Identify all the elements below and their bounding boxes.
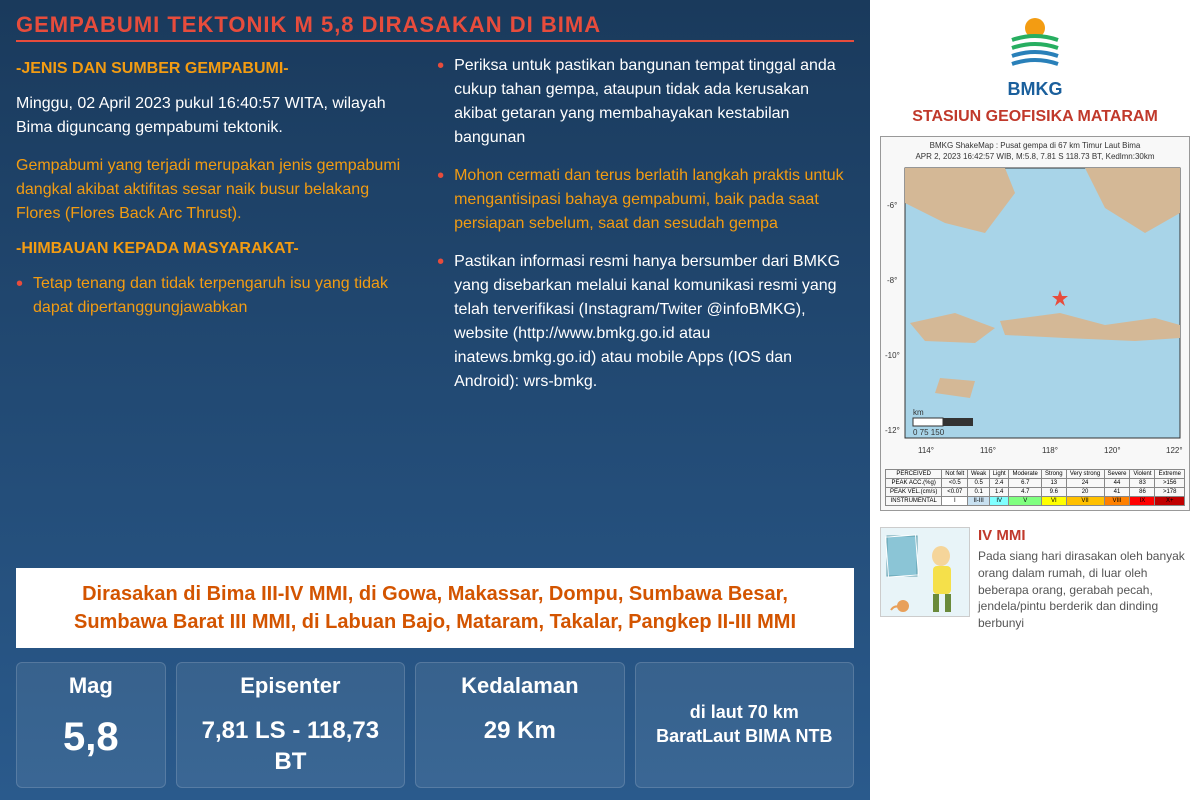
bullet-item: • Mohon cermati dan terus berlatih langk… bbox=[437, 164, 854, 236]
shakemap: km 0 75 150 114° 116° 118° 120° 122° -6°… bbox=[885, 163, 1185, 463]
svg-text:114°: 114° bbox=[918, 446, 934, 455]
bullet-text: Tetap tenang dan tidak terpengaruh isu y… bbox=[33, 272, 413, 320]
bullet-icon: • bbox=[437, 54, 444, 150]
bullet-icon: • bbox=[437, 164, 444, 236]
location-card: di laut 70 km BaratLaut BIMA NTB bbox=[635, 662, 854, 788]
card-label: Mag bbox=[31, 673, 151, 699]
bullet-item: • Periksa untuk pastikan bangunan tempat… bbox=[437, 54, 854, 150]
logo-block: BMKG bbox=[880, 10, 1190, 100]
card-value: 7,81 LS - 118,73 BT bbox=[191, 715, 390, 777]
event-cause-text: Gempabumi yang terjadi merupakan jenis g… bbox=[16, 154, 413, 226]
svg-text:118°: 118° bbox=[1042, 446, 1058, 455]
content-columns: -JENIS DAN SUMBER GEMPABUMI- Minggu, 02 … bbox=[16, 54, 854, 564]
card-value: 29 Km bbox=[430, 715, 609, 746]
depth-card: Kedalaman 29 Km bbox=[415, 662, 624, 788]
org-name: BMKG bbox=[880, 79, 1190, 100]
column-right: • Periksa untuk pastikan bangunan tempat… bbox=[437, 54, 854, 564]
intensity-scale-table: PERCEIVEDNot feltWeakLightModerateStrong… bbox=[885, 469, 1185, 506]
card-value: 5,8 bbox=[31, 715, 151, 760]
scale-label: km bbox=[913, 408, 924, 417]
svg-text:116°: 116° bbox=[980, 446, 996, 455]
event-datetime-text: Minggu, 02 April 2023 pukul 16:40:57 WIT… bbox=[16, 92, 413, 140]
column-left: -JENIS DAN SUMBER GEMPABUMI- Minggu, 02 … bbox=[16, 54, 413, 564]
title-divider bbox=[16, 40, 854, 42]
bullet-text: Mohon cermati dan terus berlatih langkah… bbox=[454, 164, 854, 236]
epicenter-card: Episenter 7,81 LS - 118,73 BT bbox=[176, 662, 405, 788]
subheading-appeal: -HIMBAUAN KEPADA MASYARAKAT- bbox=[16, 240, 413, 258]
mmi-level-title: IV MMI bbox=[978, 527, 1190, 544]
card-value: di laut 70 km BaratLaut BIMA NTB bbox=[650, 701, 839, 748]
felt-intensity-box: Dirasakan di Bima III-IV MMI, di Gowa, M… bbox=[16, 568, 854, 648]
subheading-source: -JENIS DAN SUMBER GEMPABUMI- bbox=[16, 60, 413, 78]
mmi-description-block: IV MMI Pada siang hari dirasakan oleh ba… bbox=[880, 527, 1190, 632]
bullet-icon: • bbox=[16, 272, 23, 320]
bullet-icon: • bbox=[437, 250, 444, 394]
svg-text:120°: 120° bbox=[1104, 446, 1121, 455]
bmkg-logo-icon bbox=[1000, 10, 1070, 70]
bullet-item: • Tetap tenang dan tidak terpengaruh isu… bbox=[16, 272, 413, 320]
svg-text:122°: 122° bbox=[1166, 446, 1183, 455]
data-cards-row: Mag 5,8 Episenter 7,81 LS - 118,73 BT Ke… bbox=[16, 662, 854, 788]
infographic-title: GEMPABUMI TEKTONIK M 5,8 DIRASAKAN DI BI… bbox=[16, 12, 854, 38]
sidebar-panel: BMKG STASIUN GEOFISIKA MATARAM BMKG Shak… bbox=[870, 0, 1200, 800]
bullet-item: • Pastikan informasi resmi hanya bersumb… bbox=[437, 250, 854, 394]
shakemap-container: BMKG ShakeMap : Pusat gempa di 67 km Tim… bbox=[880, 136, 1190, 511]
card-label: Episenter bbox=[191, 673, 390, 699]
svg-text:-12°: -12° bbox=[885, 426, 900, 435]
station-name: STASIUN GEOFISIKA MATARAM bbox=[880, 108, 1190, 126]
svg-text:-8°: -8° bbox=[887, 276, 897, 285]
magnitude-card: Mag 5,8 bbox=[16, 662, 166, 788]
bullet-text: Pastikan informasi resmi hanya bersumber… bbox=[454, 250, 854, 394]
mmi-text: IV MMI Pada siang hari dirasakan oleh ba… bbox=[978, 527, 1190, 632]
mmi-illustration bbox=[880, 527, 970, 617]
svg-text:-10°: -10° bbox=[885, 351, 900, 360]
main-content-panel: GEMPABUMI TEKTONIK M 5,8 DIRASAKAN DI BI… bbox=[0, 0, 870, 800]
svg-text:-6°: -6° bbox=[887, 201, 897, 210]
scale-values: 0 75 150 bbox=[913, 428, 945, 437]
mmi-level-desc: Pada siang hari dirasakan oleh banyak or… bbox=[978, 548, 1190, 632]
card-label: Kedalaman bbox=[430, 673, 609, 699]
map-subtitle: APR 2, 2023 16:42:57 WIB, M:5.8, 7.81 S … bbox=[885, 152, 1185, 161]
bullet-text: Periksa untuk pastikan bangunan tempat t… bbox=[454, 54, 854, 150]
map-title: BMKG ShakeMap : Pusat gempa di 67 km Tim… bbox=[885, 141, 1185, 150]
